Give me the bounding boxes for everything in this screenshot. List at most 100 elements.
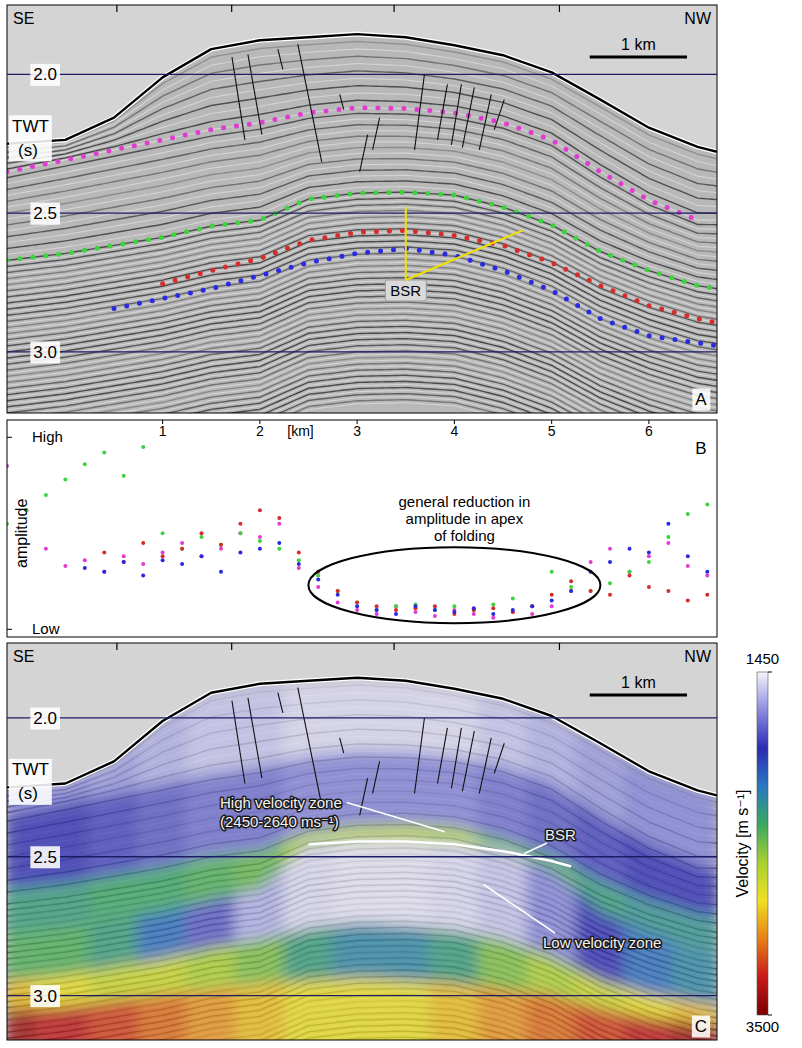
- velocity-cell: [236, 682, 285, 769]
- velocity-cell: [236, 935, 285, 988]
- amplitude-point: [550, 570, 554, 574]
- amplitude-point: [491, 606, 495, 610]
- amplitude-point: [608, 593, 612, 597]
- velocity-cell: [333, 678, 382, 754]
- amplitude-point: [705, 574, 709, 578]
- amplitude-point: [200, 535, 204, 539]
- amplitude-point: [297, 562, 301, 566]
- velocity-cell: [284, 926, 333, 983]
- reflector: [7, 378, 717, 413]
- amplitude-point: [161, 551, 165, 555]
- grid-line: [7, 995, 717, 996]
- velocity-cell: [707, 867, 717, 918]
- velocity-cell: [333, 751, 382, 829]
- amplitude-point: [511, 608, 515, 612]
- amplitude-point: [122, 554, 126, 558]
- direction-label: SE: [13, 648, 34, 665]
- velocity-cell: [36, 799, 89, 888]
- fault: [340, 94, 344, 109]
- y-axis-title: TWT(s): [12, 117, 49, 160]
- sediment-background: [7, 34, 717, 413]
- x-tick-label: 6: [645, 423, 653, 439]
- seafloor: [7, 34, 717, 152]
- amplitude-point: [647, 554, 651, 558]
- fault: [437, 728, 447, 784]
- amplitude-point: [355, 600, 359, 604]
- amplitude-point: [180, 541, 184, 545]
- panel-letter: C: [695, 1017, 707, 1036]
- water-background: [7, 5, 717, 413]
- velocity-cell: [625, 1014, 674, 1040]
- x-tick: [231, 643, 232, 650]
- label-background: [30, 707, 60, 729]
- amplitude-point: [647, 551, 651, 555]
- horizon: [114, 248, 717, 345]
- amplitude-point: [472, 612, 476, 616]
- fault: [415, 74, 425, 149]
- amplitude-point: [219, 570, 223, 574]
- velocity-cell: [333, 923, 382, 980]
- amplitude-point: [336, 593, 340, 597]
- amplitude-point: [316, 585, 320, 589]
- fault: [494, 100, 504, 130]
- amplitude-point: [102, 570, 106, 574]
- velocity-cell: [236, 983, 285, 1040]
- y-axis-title: TWT(s): [12, 760, 49, 803]
- velocity-cell: [707, 953, 717, 1007]
- amplitude-point: [102, 551, 106, 555]
- amplitude-point: [238, 531, 242, 535]
- amplitude-point: [277, 516, 281, 520]
- amplitude-point: [491, 612, 495, 616]
- amplitude-point: [180, 562, 184, 566]
- points: [7, 445, 709, 620]
- amplitude-point: [141, 541, 145, 545]
- y-tick: [7, 437, 12, 438]
- velocity-cell: [90, 917, 139, 973]
- velocity-cell: [138, 778, 187, 872]
- plot-background: [7, 420, 717, 637]
- amplitude-point: [433, 608, 437, 612]
- amplitude-point: [628, 574, 632, 578]
- fault: [248, 54, 262, 134]
- amplitude-point: [550, 599, 554, 603]
- amplitude-point: [102, 451, 106, 455]
- amplitude-point: [336, 589, 340, 593]
- amplitude-point: [608, 560, 612, 564]
- amplitude-point: [277, 547, 281, 551]
- annotation: BSR: [390, 282, 421, 299]
- colorbar-tick: [768, 672, 772, 673]
- amplitude-point: [102, 570, 106, 574]
- amplitude-point: [569, 585, 573, 589]
- amplitude-point: [122, 560, 126, 564]
- x-tick: [116, 5, 117, 12]
- reflector: [7, 403, 717, 413]
- y-tick: [7, 629, 12, 630]
- amplitude-point: [238, 551, 242, 555]
- amplitude-point: [530, 604, 534, 608]
- amplitude-point: [530, 612, 534, 616]
- grid-line: [7, 717, 717, 718]
- amplitude-point: [472, 606, 476, 610]
- fault: [232, 57, 245, 140]
- panel-letter: A: [695, 390, 707, 409]
- scale-bar: [590, 694, 687, 697]
- colorbar-tick-label: 1450: [746, 650, 779, 667]
- grid-line: [7, 213, 717, 214]
- scale-bar-label: 1 km: [621, 674, 656, 691]
- fault: [462, 731, 474, 791]
- plot-area: [7, 643, 717, 1040]
- panel-letter: B: [695, 439, 706, 458]
- velocity-cell: [236, 868, 285, 944]
- x-tick: [559, 5, 560, 12]
- reflector: [7, 56, 717, 172]
- fault: [373, 761, 380, 793]
- annotation-line: of folding: [434, 527, 495, 544]
- velocity-cell: [187, 944, 236, 993]
- reflector: [7, 400, 717, 413]
- amplitude-point: [355, 608, 359, 612]
- velocity-cell: [90, 964, 139, 1004]
- annotation: (2450-2640 ms⁻¹): [220, 813, 339, 830]
- reflector: [7, 360, 717, 413]
- frame: [7, 420, 717, 637]
- amplitude-point: [628, 547, 632, 551]
